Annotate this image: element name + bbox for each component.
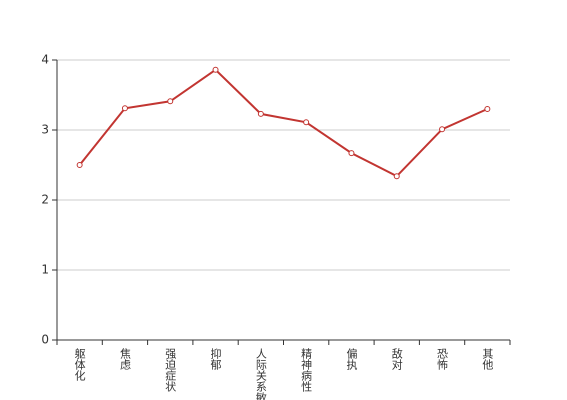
x-tick-label: 其他 <box>481 348 494 370</box>
x-tick-label: 敌对 <box>390 347 403 370</box>
point <box>257 110 264 117</box>
point <box>303 119 310 126</box>
y-tick-label: 3 <box>41 123 49 137</box>
x-tick-label: 强迫症状 <box>164 348 177 392</box>
y-tick-label: 2 <box>41 193 49 207</box>
y-tick-label: 1 <box>41 263 49 277</box>
x-tick-label: 焦虑 <box>118 348 131 370</box>
x-tick-label: 抑郁 <box>209 347 222 370</box>
point <box>76 162 83 168</box>
point <box>393 173 400 180</box>
x-tick-label: 恐怖 <box>436 348 449 370</box>
x-tick-label: 精神病性 <box>300 348 313 393</box>
y-tick-label: 0 <box>41 333 49 347</box>
x-tick-label: 躯体化 <box>73 348 86 382</box>
point <box>121 105 128 112</box>
x-tick-label: 人际关系敏感 <box>254 348 267 400</box>
point <box>484 106 491 112</box>
point <box>167 98 174 105</box>
x-tick-label: 偏执 <box>345 347 358 371</box>
point <box>212 66 219 73</box>
point <box>439 126 446 133</box>
point <box>348 150 355 157</box>
y-tick-label: 4 <box>41 53 49 67</box>
line <box>78 68 488 178</box>
